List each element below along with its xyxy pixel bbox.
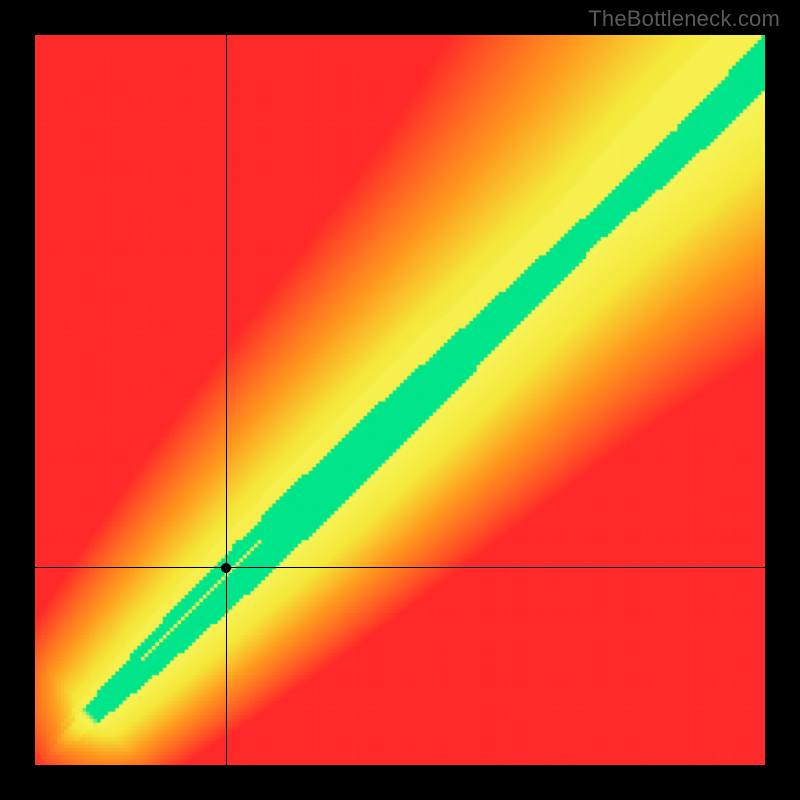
heatmap-canvas [35,35,765,765]
watermark-text: TheBottleneck.com [588,6,780,32]
crosshair-vertical [226,35,227,765]
chart-outer-frame: TheBottleneck.com [0,0,800,800]
plot-area [35,35,765,765]
crosshair-horizontal [35,567,765,568]
current-point-marker [221,563,231,573]
